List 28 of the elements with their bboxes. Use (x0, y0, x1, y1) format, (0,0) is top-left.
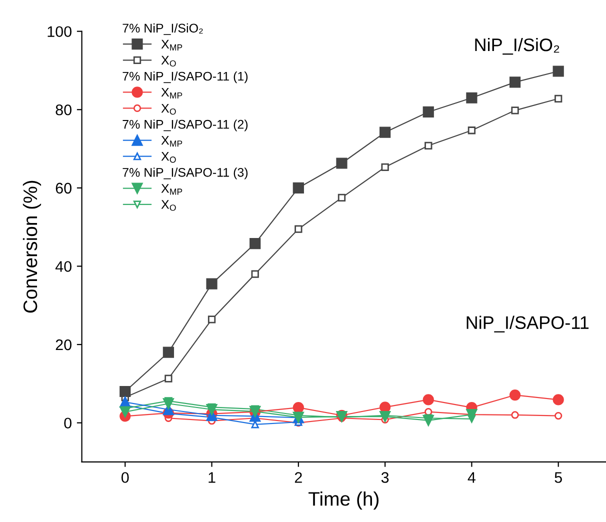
legend-label: X$_{O}$ (161, 56, 176, 67)
x-tick-label: 5 (554, 472, 562, 483)
annotation: NiP_I/SAPO-11 (466, 316, 589, 332)
x-tick-label: 2 (294, 472, 302, 483)
legend-label: X$_{O}$ (161, 104, 176, 115)
legend-label: X$_{O}$ (161, 200, 176, 211)
y-tick-label: 100 (48, 26, 72, 38)
legend-label: X$_{MP}$ (161, 40, 182, 50)
x-tick-label: 0 (121, 472, 129, 483)
legend-label: X$_{MP}$ (161, 184, 182, 195)
y-tick-label: 60 (56, 182, 72, 194)
annotation: 7% NiP_I/SiO₂ (122, 23, 203, 35)
x-tick-label: 3 (381, 472, 389, 483)
legend-label: X$_{MP}$ (161, 136, 182, 147)
x-tick-label: 4 (468, 472, 476, 483)
y-tick-label: 20 (56, 339, 72, 350)
legend-label: X$_{MP}$ (161, 88, 182, 99)
legend-label: X$_{O}$ (161, 152, 176, 163)
annotation: NiP_I/SiO₂ (475, 38, 560, 55)
x-axis-title: Time (h) (308, 491, 379, 510)
annotation: 7% NiP_I/SAPO-11 (1) (122, 71, 248, 84)
y-tick-label: 0 (64, 418, 72, 429)
y-tick-label: 80 (56, 104, 72, 116)
annotation: 7% NiP_I/SAPO-11 (3) (122, 168, 248, 180)
x-tick-label: 1 (208, 472, 216, 483)
annotation: 7% NiP_I/SAPO-11 (2) (122, 120, 248, 132)
y-axis-title: Conversion (%) (22, 180, 42, 313)
y-tick-label: 40 (55, 261, 72, 272)
